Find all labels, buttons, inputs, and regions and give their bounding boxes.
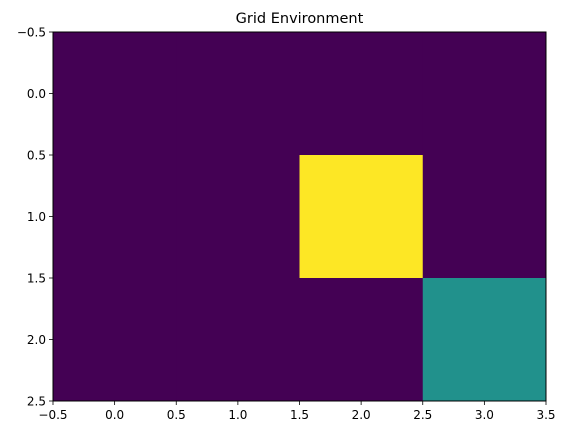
x-tick-label: 2.5	[413, 408, 432, 422]
heatmap-cell-r2-c0	[53, 278, 177, 402]
heatmap-cell-r0-c1	[176, 32, 300, 156]
y-tick-label: −0.5	[17, 26, 46, 40]
heatmap-cell-r2-c1	[176, 278, 300, 402]
heatmap-cell-r1-c0	[53, 155, 177, 279]
x-tick-label: 0.0	[105, 408, 124, 422]
y-tick-label: 2.0	[27, 333, 46, 347]
heatmap-cell-r1-c3	[422, 155, 547, 279]
x-tick-label: 3.0	[475, 408, 494, 422]
y-tick-label: 0.0	[27, 87, 46, 101]
heatmap-cell-r1-c2	[299, 155, 424, 279]
heatmap-cell-r0-c0	[53, 32, 177, 156]
heatmap-cells	[53, 32, 547, 402]
x-axis: −0.5 0.0 0.5 1.0 1.5 2.0 2.5 3.0 3.5	[38, 401, 556, 422]
heatmap-cell-r0-c2	[299, 32, 424, 156]
heatmap-cell-r0-c3	[422, 32, 547, 156]
x-tick-label: 1.5	[290, 408, 309, 422]
chart-title: Grid Environment	[236, 11, 364, 27]
y-tick-label: 1.5	[27, 272, 46, 286]
x-tick-label: 1.0	[228, 408, 247, 422]
heatmap-cell-r1-c1	[176, 155, 300, 279]
x-tick-label: 2.0	[352, 408, 371, 422]
x-tick-label: 0.5	[167, 408, 186, 422]
heatmap-cell-r2-c2	[299, 278, 424, 402]
x-tick-label: 3.5	[536, 408, 555, 422]
y-tick-label: 0.5	[27, 149, 46, 163]
x-tick-label: −0.5	[38, 408, 67, 422]
y-axis: −0.5 0.0 0.5 1.0 1.5 2.0 2.5	[17, 26, 53, 409]
y-tick-label: 1.0	[27, 210, 46, 224]
y-tick-label: 2.5	[27, 395, 46, 409]
heatmap-cell-r2-c3	[422, 278, 547, 402]
